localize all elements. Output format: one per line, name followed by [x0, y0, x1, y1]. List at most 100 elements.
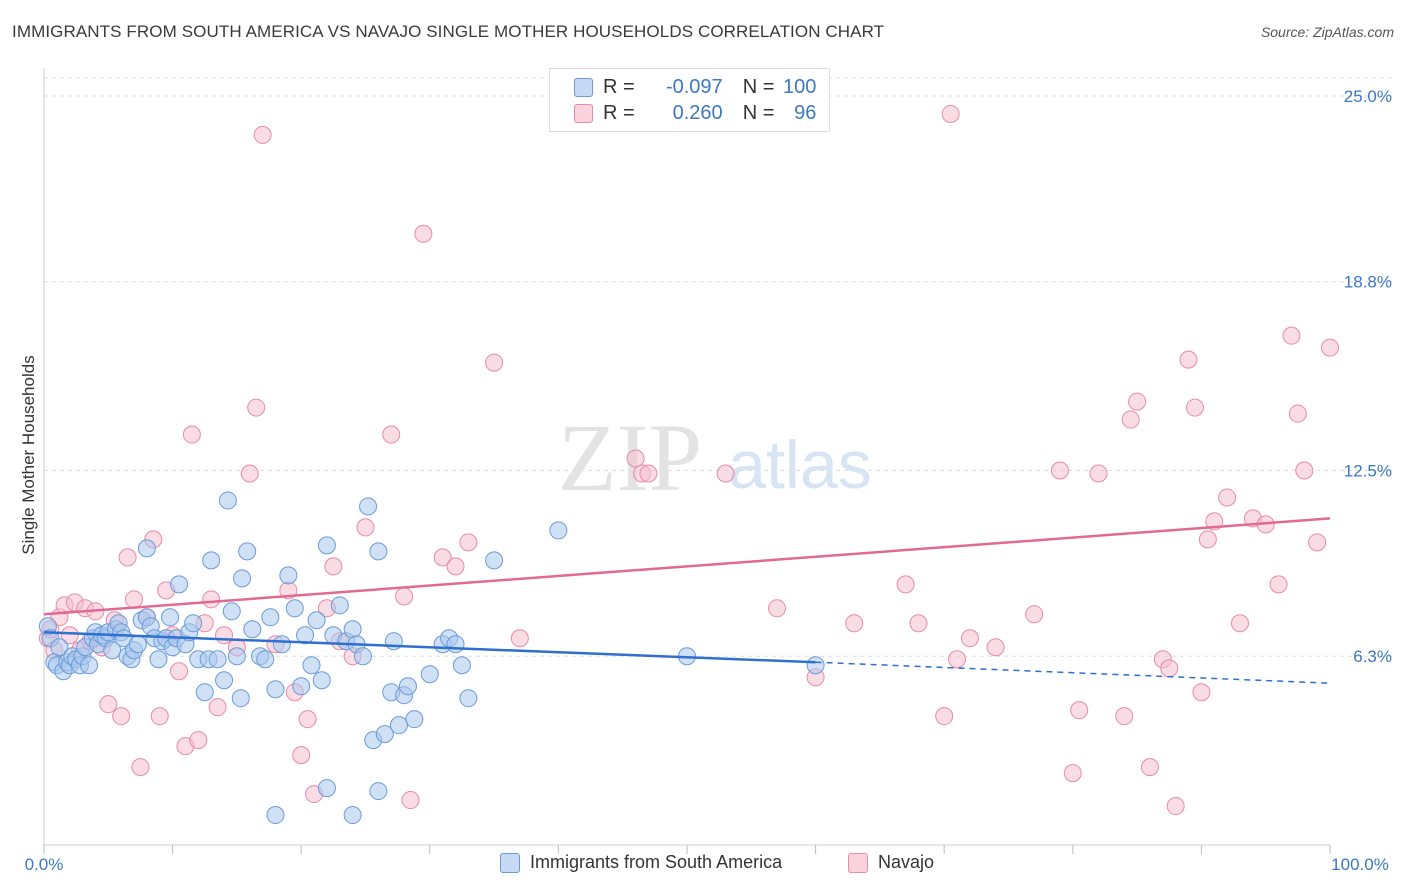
point-navajo: [909, 614, 928, 633]
trendline-navajo: [43, 517, 1331, 616]
point-immigrants: [389, 716, 408, 735]
legend-row-blue: R = -0.097 N = 100: [574, 75, 816, 99]
point-navajo: [112, 707, 131, 726]
series-swatch-pink: [848, 852, 868, 873]
point-immigrants: [806, 656, 825, 675]
point-navajo: [1160, 659, 1179, 678]
point-immigrants: [359, 497, 378, 516]
point-immigrants: [208, 650, 227, 669]
point-immigrants: [312, 671, 331, 690]
series-legend: Immigrants from South America Navajo: [0, 852, 1406, 876]
point-navajo: [215, 626, 234, 645]
point-immigrants: [285, 599, 304, 618]
point-immigrants: [369, 542, 388, 561]
point-immigrants: [266, 806, 285, 825]
point-navajo: [935, 707, 954, 726]
point-navajo: [99, 695, 118, 714]
legend-r-value: -0.097: [665, 75, 723, 98]
point-immigrants: [343, 806, 362, 825]
legend-swatch-pink: [574, 103, 593, 123]
point-immigrants: [317, 779, 336, 798]
legend-r-label: R =: [603, 101, 635, 124]
correlation-legend: R = -0.097 N = 100 R = 0.260 N = 96: [549, 68, 830, 132]
point-immigrants: [420, 665, 439, 684]
legend-swatch-blue: [574, 77, 593, 97]
point-navajo: [1198, 530, 1217, 549]
series-legend-item-immigrants: Immigrants from South America: [500, 852, 782, 873]
point-navajo: [639, 464, 658, 483]
point-immigrants: [256, 650, 275, 669]
point-navajo: [960, 629, 979, 648]
legend-r-label: R =: [603, 75, 635, 98]
point-immigrants: [369, 782, 388, 801]
point-navajo: [1089, 464, 1108, 483]
point-immigrants: [353, 647, 372, 666]
point-navajo: [401, 791, 420, 810]
point-immigrants: [137, 539, 156, 558]
point-navajo: [202, 590, 221, 609]
point-immigrants: [149, 650, 168, 669]
point-navajo: [626, 449, 645, 468]
trendline-immigrants: [43, 631, 816, 664]
legend-n-label: N =: [742, 101, 775, 124]
point-immigrants: [398, 677, 417, 696]
point-navajo: [189, 731, 208, 750]
point-immigrants: [231, 689, 250, 708]
y-tick-label: 6.3%: [1353, 647, 1392, 666]
legend-n-label: N =: [742, 75, 775, 98]
point-navajo: [1230, 614, 1249, 633]
point-immigrants: [446, 635, 465, 654]
point-navajo: [182, 425, 201, 444]
point-navajo: [1050, 461, 1069, 480]
legend-r-value: 0.260: [672, 101, 723, 124]
series-swatch-blue: [500, 852, 520, 873]
point-immigrants: [375, 725, 394, 744]
point-navajo: [510, 629, 529, 648]
y-axis-label: Single Mother Households: [19, 355, 38, 554]
point-navajo: [1025, 605, 1044, 624]
point-navajo: [948, 650, 967, 669]
point-immigrants: [296, 626, 315, 645]
point-navajo: [485, 353, 504, 372]
point-immigrants: [243, 620, 262, 639]
point-immigrants: [161, 608, 180, 627]
point-navajo: [716, 464, 735, 483]
point-immigrants: [202, 551, 221, 570]
point-navajo: [356, 518, 375, 537]
point-navajo: [131, 758, 150, 777]
series-label-immigrants: Immigrants from South America: [530, 852, 783, 872]
point-navajo: [1192, 683, 1211, 702]
legend-n-value: 96: [794, 101, 817, 124]
point-immigrants: [302, 656, 321, 675]
point-navajo: [253, 125, 272, 144]
point-navajo: [1063, 764, 1082, 783]
point-navajo: [986, 638, 1005, 657]
point-navajo: [298, 710, 317, 729]
legend-n-value: 100: [783, 75, 817, 98]
point-navajo: [208, 698, 227, 717]
point-navajo: [125, 590, 144, 609]
point-immigrants: [233, 569, 252, 588]
point-navajo: [150, 707, 169, 726]
point-navajo: [768, 599, 787, 618]
y-tick-label: 12.5%: [1344, 461, 1392, 480]
point-navajo: [1282, 326, 1301, 345]
point-immigrants: [128, 635, 147, 654]
point-navajo: [1166, 797, 1185, 816]
point-navajo: [414, 224, 433, 243]
point-navajo: [845, 614, 864, 633]
point-navajo: [324, 557, 343, 576]
point-immigrants: [50, 638, 69, 657]
point-immigrants: [222, 602, 241, 621]
point-immigrants: [343, 620, 362, 639]
point-navajo: [459, 533, 478, 552]
watermark-atlas: atlas: [728, 427, 872, 503]
point-navajo: [60, 626, 79, 645]
point-immigrants: [292, 677, 311, 696]
point-navajo: [1121, 410, 1140, 429]
point-navajo: [247, 398, 266, 417]
point-navajo: [1269, 575, 1288, 594]
point-immigrants: [279, 566, 298, 585]
x-tick-label-start: 0.0%: [25, 855, 64, 874]
